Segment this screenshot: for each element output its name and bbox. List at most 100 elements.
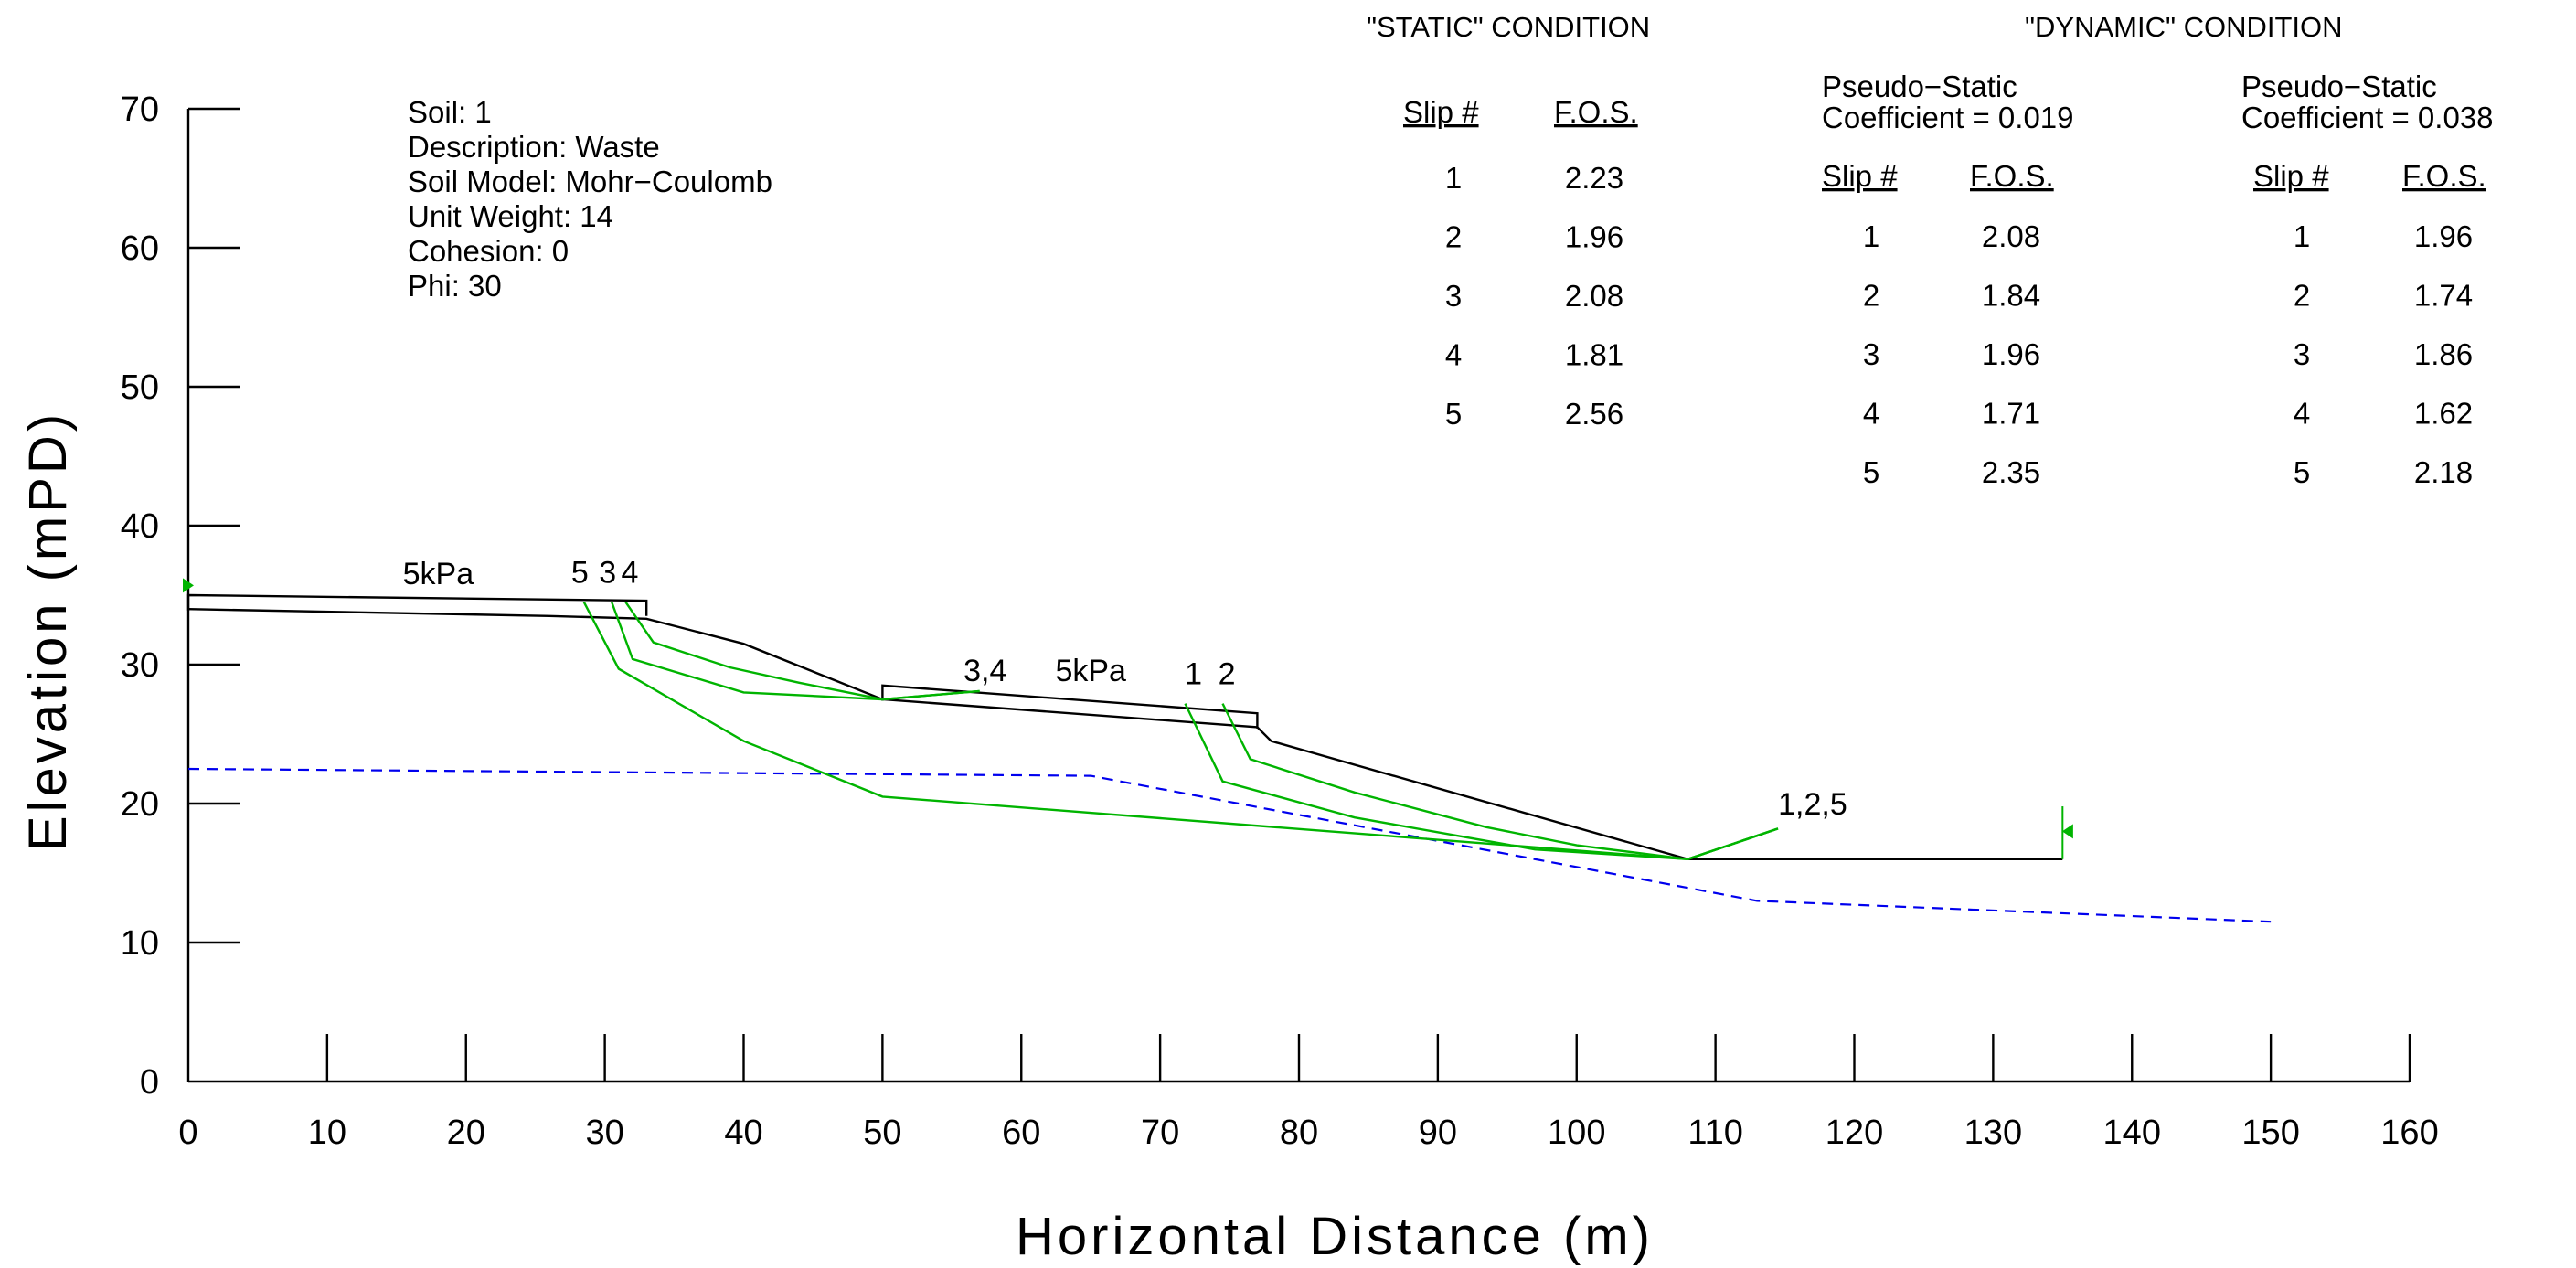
curve-label: 1,2,5 bbox=[1778, 787, 1847, 822]
y-tick-label: 50 bbox=[121, 368, 159, 407]
y-tick-label: 10 bbox=[121, 924, 159, 963]
dyn2-label-line2: Coefficient = 0.038 bbox=[2241, 101, 2494, 134]
fos-value: 2.23 bbox=[1565, 161, 1623, 195]
static-heading: "STATIC" CONDITION bbox=[1367, 11, 1650, 43]
fos-value: 2.56 bbox=[1565, 397, 1623, 431]
x-tick-label: 70 bbox=[1141, 1113, 1179, 1152]
x-tick-label: 10 bbox=[308, 1113, 346, 1152]
x-axis-title: Horizontal Distance (m) bbox=[1016, 1207, 1654, 1266]
fos-value: 1.81 bbox=[1565, 338, 1623, 372]
slip-number: 2 bbox=[2294, 279, 2310, 313]
slip-surface-4 bbox=[624, 601, 980, 701]
curve-label: 3,4 bbox=[963, 654, 1006, 688]
fos-value: 1.62 bbox=[2414, 397, 2473, 431]
axes: 0 10 20 30 40 50 60 70 80 90 100 110 120 130 140 150 160… bbox=[121, 91, 2439, 1152]
y-axis-title: Elevation (mPD) bbox=[18, 410, 78, 851]
fos-value: 1.96 bbox=[2414, 219, 2473, 253]
y-tick-label: 40 bbox=[121, 507, 159, 546]
soil-info-line: Description: Waste bbox=[408, 130, 660, 164]
slip-number: 2 bbox=[1445, 220, 1462, 254]
dyn2-label-line1: Pseudo−Static bbox=[2241, 69, 2437, 103]
curve-label: 3 bbox=[599, 555, 616, 590]
x-tick-label: 130 bbox=[1964, 1113, 2022, 1152]
fos-value: 2.35 bbox=[1982, 455, 2040, 489]
y-tick-label: 20 bbox=[121, 785, 159, 824]
curve-label: 5kPa bbox=[403, 557, 474, 591]
right-boundary-marker bbox=[2061, 824, 2073, 839]
dynamic-condition-table: "DYNAMIC" CONDITION Pseudo−Static Coeffi… bbox=[1822, 11, 2494, 489]
dyn2-col-slip: Slip # bbox=[2253, 159, 2329, 193]
static-col-slip: Slip # bbox=[1403, 95, 1479, 129]
fos-value: 1.86 bbox=[2414, 337, 2473, 371]
slip-number: 5 bbox=[1445, 397, 1462, 431]
static-col-fos: F.O.S. bbox=[1554, 95, 1638, 129]
soil-info-line: Soil Model: Mohr−Coulomb bbox=[408, 165, 772, 198]
x-tick-label: 100 bbox=[1548, 1113, 1605, 1152]
slip-number: 5 bbox=[2294, 455, 2310, 489]
soil-info-line: Unit Weight: 14 bbox=[408, 199, 613, 233]
soil-info-line: Phi: 30 bbox=[408, 269, 502, 303]
x-tick-label: 20 bbox=[447, 1113, 485, 1152]
fos-value: 2.08 bbox=[1565, 279, 1623, 313]
dyn1-col-slip: Slip # bbox=[1822, 159, 1898, 193]
slip-surface-3 bbox=[611, 602, 980, 701]
slip-number: 1 bbox=[1863, 219, 1879, 253]
slip-number: 3 bbox=[2294, 337, 2310, 371]
water-table-line bbox=[187, 767, 2272, 923]
slip-surface-2 bbox=[1221, 703, 1779, 861]
x-tick-label: 80 bbox=[1280, 1113, 1318, 1152]
x-tick-label: 90 bbox=[1419, 1113, 1457, 1152]
slip-number: 4 bbox=[1863, 397, 1879, 431]
curve-label: 5 bbox=[571, 555, 589, 590]
x-tick-label: 50 bbox=[863, 1113, 901, 1152]
slip-number: 3 bbox=[1863, 337, 1879, 371]
dyn1-label-line2: Coefficient = 0.019 bbox=[1822, 101, 2074, 134]
fos-value: 2.18 bbox=[2414, 455, 2473, 489]
slip-number: 3 bbox=[1445, 279, 1462, 313]
y-tick-label: 30 bbox=[121, 646, 159, 685]
y-tick-label: 0 bbox=[140, 1063, 159, 1102]
fos-value: 1.96 bbox=[1982, 337, 2040, 371]
load-strip bbox=[186, 593, 648, 616]
fos-value: 1.71 bbox=[1982, 397, 2040, 431]
fos-value: 1.84 bbox=[1982, 279, 2040, 313]
fos-value: 1.96 bbox=[1565, 220, 1623, 254]
left-boundary-marker bbox=[183, 578, 194, 593]
soil-info-block: Soil: 1 Description: Waste Soil Model: M… bbox=[408, 95, 772, 303]
curve-labels-layer: 5kPa 5 3 4 3,4 5kPa 1 2 1,2,5 bbox=[403, 555, 1847, 822]
soil-info-line: Cohesion: 0 bbox=[408, 234, 569, 268]
x-tick-label: 120 bbox=[1826, 1113, 1883, 1152]
dyn2-col-fos: F.O.S. bbox=[2402, 159, 2486, 193]
curve-label: 2 bbox=[1219, 656, 1236, 691]
dyn1-label-line1: Pseudo−Static bbox=[1822, 69, 2017, 103]
dynamic-heading: "DYNAMIC" CONDITION bbox=[2025, 11, 2343, 43]
y-tick-label: 70 bbox=[121, 91, 159, 129]
slip-number: 4 bbox=[1445, 338, 1462, 372]
dyn1-col-fos: F.O.S. bbox=[1970, 159, 2054, 193]
static-condition-table: "STATIC" CONDITION Slip # F.O.S. 1 2.23 2 1… bbox=[1367, 11, 1650, 431]
load-strip bbox=[881, 684, 1259, 729]
curve-label: 4 bbox=[622, 555, 639, 590]
x-tick-label: 40 bbox=[724, 1113, 762, 1152]
slip-number: 1 bbox=[1445, 161, 1462, 195]
curve-label: 5kPa bbox=[1055, 654, 1126, 688]
slip-number: 4 bbox=[2294, 397, 2310, 431]
x-tick-label: 0 bbox=[178, 1113, 197, 1152]
y-tick-label: 60 bbox=[121, 229, 159, 268]
fos-value: 2.08 bbox=[1982, 219, 2040, 253]
curve-label: 1 bbox=[1185, 656, 1202, 691]
x-tick-label: 110 bbox=[1687, 1113, 1743, 1152]
x-tick-label: 30 bbox=[585, 1113, 623, 1152]
slip-number: 1 bbox=[2294, 219, 2310, 253]
slip-surfaces-layer bbox=[582, 601, 1779, 861]
fos-value: 1.74 bbox=[2414, 279, 2473, 313]
x-tick-label: 60 bbox=[1002, 1113, 1040, 1152]
slip-number: 2 bbox=[1863, 279, 1879, 313]
x-tick-label: 150 bbox=[2241, 1113, 2299, 1152]
soil-info-line: Soil: 1 bbox=[408, 95, 492, 129]
x-tick-label: 140 bbox=[2103, 1113, 2161, 1152]
slip-number: 5 bbox=[1863, 455, 1879, 489]
water-table-layer bbox=[187, 767, 2272, 923]
slip-surface-1 bbox=[1184, 703, 1779, 861]
